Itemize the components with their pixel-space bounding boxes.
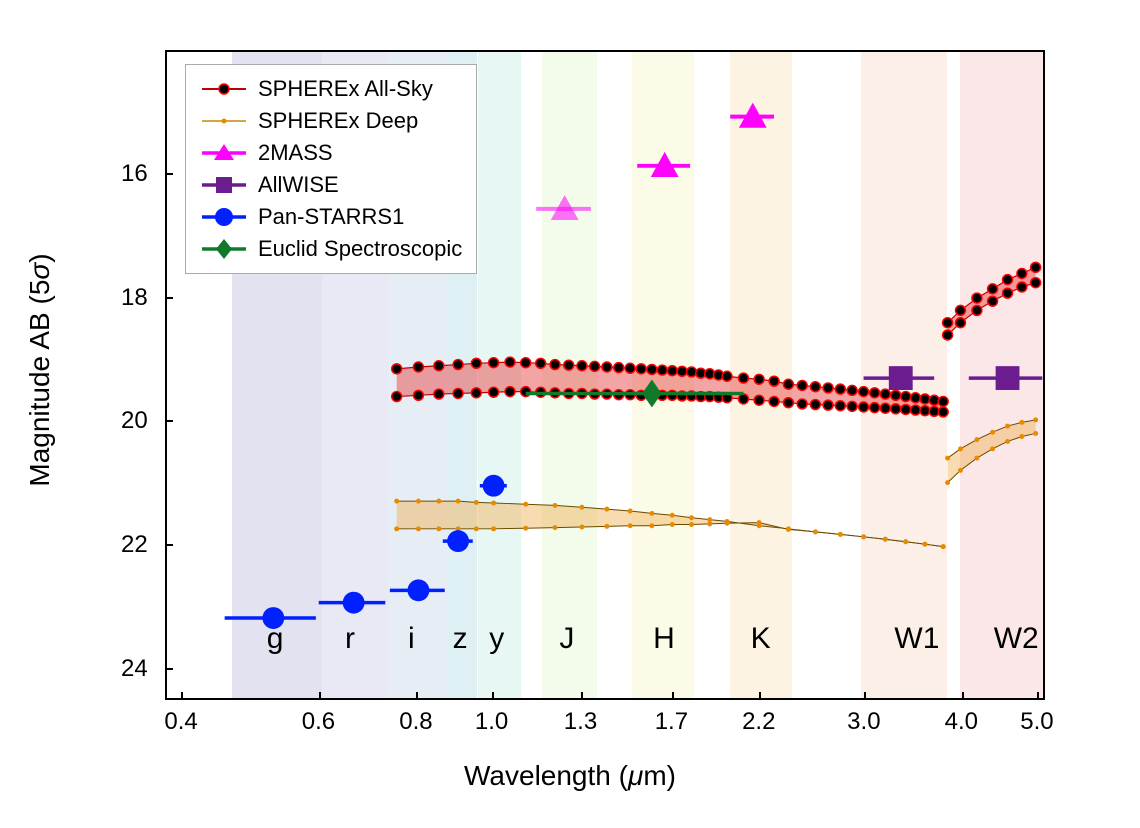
legend-swatch-icon <box>200 77 248 101</box>
xtick-label: 5.0 <box>1020 708 1053 736</box>
xtick-label: 0.8 <box>399 708 432 736</box>
xtick <box>1037 692 1039 700</box>
legend-item-panstarrs: Pan-STARRS1 <box>200 201 462 233</box>
legend-swatch-icon <box>200 141 248 165</box>
y-axis-label-text: Magnitude AB (5σ) <box>24 253 55 486</box>
ytick-label: 16 <box>121 160 148 188</box>
xtick <box>492 692 494 700</box>
xtick <box>181 692 183 700</box>
legend-swatch-icon <box>200 205 248 229</box>
xtick <box>416 692 418 700</box>
xtick-label: 1.7 <box>655 708 688 736</box>
xtick <box>581 692 583 700</box>
xtick <box>759 692 761 700</box>
legend-swatch-icon <box>200 173 248 197</box>
legend-label: Euclid Spectroscopic <box>258 236 462 262</box>
legend-swatch-icon <box>200 109 248 133</box>
legend-label: 2MASS <box>258 140 333 166</box>
xtick-label: 0.4 <box>164 708 197 736</box>
chart-container: grizyJHKW1W2 SPHEREx All-SkySPHEREx Deep… <box>0 0 1140 828</box>
xtick-label: 2.2 <box>742 708 775 736</box>
xtick-label: 0.6 <box>302 708 335 736</box>
xtick <box>672 692 674 700</box>
xtick-label: 4.0 <box>945 708 978 736</box>
xtick-label: 1.0 <box>475 708 508 736</box>
legend-item-spherex_allsky: SPHEREx All-Sky <box>200 73 462 105</box>
ytick <box>165 173 173 175</box>
xtick <box>962 692 964 700</box>
ytick <box>165 297 173 299</box>
xtick-label: 3.0 <box>847 708 880 736</box>
ytick <box>165 668 173 670</box>
legend-label: SPHEREx Deep <box>258 108 418 134</box>
legend-item-allwise: AllWISE <box>200 169 462 201</box>
legend-label: SPHEREx All-Sky <box>258 76 433 102</box>
ytick <box>165 544 173 546</box>
ytick-label: 20 <box>121 407 148 435</box>
legend-item-spherex_deep: SPHEREx Deep <box>200 105 462 137</box>
ytick <box>165 420 173 422</box>
ytick-label: 18 <box>121 284 148 312</box>
plot-area: grizyJHKW1W2 SPHEREx All-SkySPHEREx Deep… <box>165 50 1045 700</box>
xtick-label: 1.3 <box>564 708 597 736</box>
legend-label: AllWISE <box>258 172 339 198</box>
legend-swatch-icon <box>200 237 248 261</box>
legend: SPHEREx All-Sky SPHEREx Deep 2MASS AllWISE P… <box>185 64 477 274</box>
legend-item-twomass: 2MASS <box>200 137 462 169</box>
ytick-label: 24 <box>121 655 148 683</box>
xtick <box>864 692 866 700</box>
xtick <box>319 692 321 700</box>
legend-item-euclid: Euclid Spectroscopic <box>200 233 462 265</box>
ytick-label: 22 <box>121 531 148 559</box>
legend-label: Pan-STARRS1 <box>258 204 404 230</box>
x-axis-label: Wavelength (μm) <box>464 760 676 792</box>
y-axis-label: Magnitude AB (5σ) <box>24 253 56 486</box>
